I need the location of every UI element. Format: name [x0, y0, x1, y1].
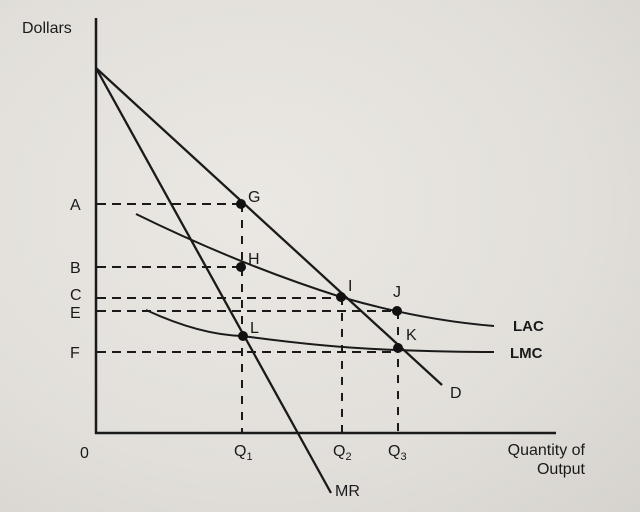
quantity-label-q3: Q3	[388, 443, 407, 463]
point-l	[238, 331, 248, 341]
origin-label: 0	[80, 445, 89, 462]
price-label-f: F	[70, 345, 80, 362]
point-label-k: K	[406, 327, 417, 344]
curve-label-d: D	[450, 385, 462, 402]
point-k	[393, 343, 403, 353]
point-label-g: G	[248, 189, 260, 206]
point-g	[236, 199, 246, 209]
point-label-h: H	[248, 251, 260, 268]
curve-label-lac: LAC	[513, 318, 544, 335]
x-axis-label-1: Quantity of	[508, 442, 586, 459]
points	[236, 199, 403, 353]
price-label-c: C	[70, 287, 82, 304]
x-axis-label-2: Output	[537, 461, 586, 478]
demand-curve	[95, 67, 443, 386]
point-label-i: I	[348, 278, 352, 295]
point-j	[392, 306, 402, 316]
quantity-label-q2: Q2	[333, 443, 352, 463]
lmc-curve	[145, 309, 495, 353]
price-guides	[97, 203, 398, 353]
quantity-label-q1: Q1	[234, 443, 253, 463]
price-label-e: E	[70, 305, 81, 322]
curve-label-lmc: LMC	[510, 345, 543, 362]
curve-label-mr: MR	[335, 483, 360, 500]
point-i	[336, 292, 346, 302]
mr-curve	[94, 67, 333, 494]
point-h	[236, 262, 246, 272]
price-label-a: A	[70, 197, 81, 214]
quantity-guides	[241, 204, 399, 432]
y-axis-label: Dollars	[22, 20, 72, 37]
point-label-l: L	[250, 320, 259, 337]
point-label-j: J	[393, 284, 401, 301]
price-label-b: B	[70, 260, 81, 277]
